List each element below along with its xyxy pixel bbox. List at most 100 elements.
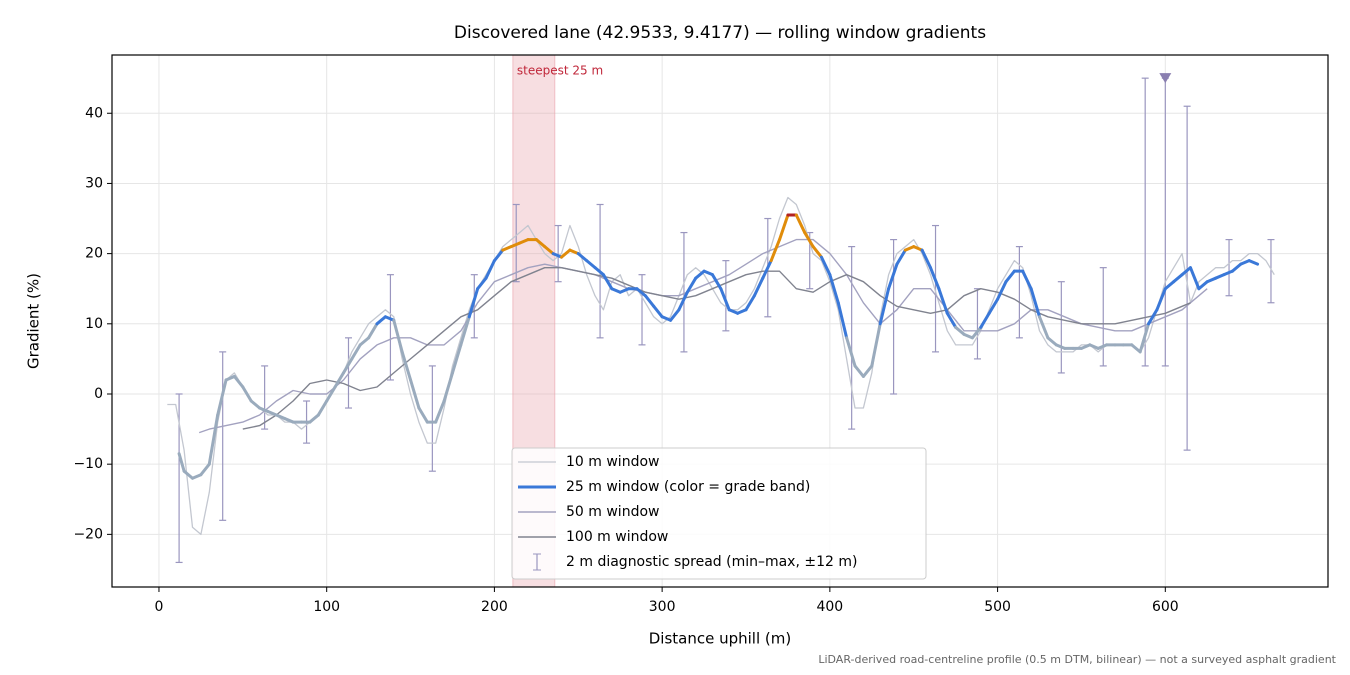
line-segment [241,385,253,403]
error-bar [638,274,646,346]
error-bar [890,238,898,395]
legend-label: 25 m window (color = grade band) [566,479,810,495]
error-bar [1225,238,1233,297]
line-segment [492,248,505,263]
line-segment [660,315,673,322]
line-segment [333,371,345,389]
line-segment [694,269,706,280]
line-segment [1079,343,1092,350]
legend-label: 10 m window [566,454,659,470]
line-segment [643,294,656,308]
line-segment [845,336,857,368]
line-segment [367,322,379,340]
line-segment [996,280,1008,301]
error-bar [386,274,394,381]
y-tick-label: −20 [73,526,103,542]
line-segment [358,336,371,347]
line-segment [836,301,849,340]
highlight-label: steepest 25 m [517,64,603,78]
y-tick-label: 20 [85,246,103,262]
line-segment [710,273,723,291]
series-line [198,238,1208,434]
chart-title: Discovered lane (42.9533, 9.4177) — roll… [454,23,986,43]
error-bar [932,224,940,353]
line-segment [803,231,815,249]
line-segment [476,276,488,291]
line-segment [736,308,748,315]
line-segment [928,266,941,291]
line-segment [1188,266,1201,291]
x-tick-label: 300 [649,599,676,615]
line-segment [450,343,463,375]
line-segment [970,325,983,340]
error-bar [470,274,478,339]
line-segment [1029,287,1042,319]
line-segment [945,311,958,329]
line-segment [593,266,605,277]
y-tick-label: 30 [85,175,103,191]
line-segment [249,399,262,410]
line-segment [1239,259,1251,266]
error-bar [680,231,688,353]
line-segment [266,410,278,417]
x-tick-label: 0 [155,599,164,615]
line-segment [1046,336,1058,347]
line-segment [1205,276,1218,284]
line-segment [1021,269,1033,291]
line-segment [937,287,949,315]
line-segment [702,269,714,277]
x-tick-label: 500 [984,599,1011,615]
line-segment [509,241,522,249]
error-bar [1015,246,1023,339]
line-segment [224,374,236,382]
line-segment [1155,287,1167,312]
line-segment [442,371,454,403]
series-line [242,267,1191,430]
line-segment [903,245,916,252]
error-bar [261,365,269,430]
legend-label: 50 m window [566,504,659,520]
line-segment [434,399,446,424]
line-segment [677,290,689,312]
line-segment [1180,266,1192,277]
y-tick-label: 10 [85,316,103,332]
line-segment [1222,269,1234,277]
line-segment [568,248,580,256]
line-segment [501,245,513,252]
line-segment [400,350,413,382]
line-segment [769,238,782,263]
line-segment [669,308,681,322]
line-segment [1096,343,1109,350]
line-segment [232,374,245,389]
line-segment [1004,269,1016,284]
line-segment [962,332,974,340]
line-segment [392,318,404,354]
line-segment [283,417,295,424]
y-tick-label: −10 [73,456,103,472]
line-segment [1130,343,1142,354]
line-segment [719,287,731,312]
legend-label: 100 m window [566,529,668,545]
line-segment [610,287,622,294]
line-segment [341,357,354,375]
footnote: LiDAR-derived road-centreline profile (0… [818,653,1336,666]
error-bar [554,224,562,283]
line-segment [954,325,966,336]
line-segment [191,473,203,480]
line-segment [551,252,564,259]
line-segment [635,287,647,298]
line-segment [467,287,480,319]
line-segment [761,259,773,280]
line-segment [383,315,396,322]
line-segment [216,378,228,417]
x-tick-label: 600 [1152,599,1179,615]
y-tick-label: 40 [85,105,103,121]
line-segment [920,248,932,270]
error-bar [175,393,183,564]
error-bar [1161,77,1169,367]
line-segment [375,315,387,326]
line-segment [601,273,614,291]
line-segment [819,255,832,277]
line-segment [1163,280,1176,291]
